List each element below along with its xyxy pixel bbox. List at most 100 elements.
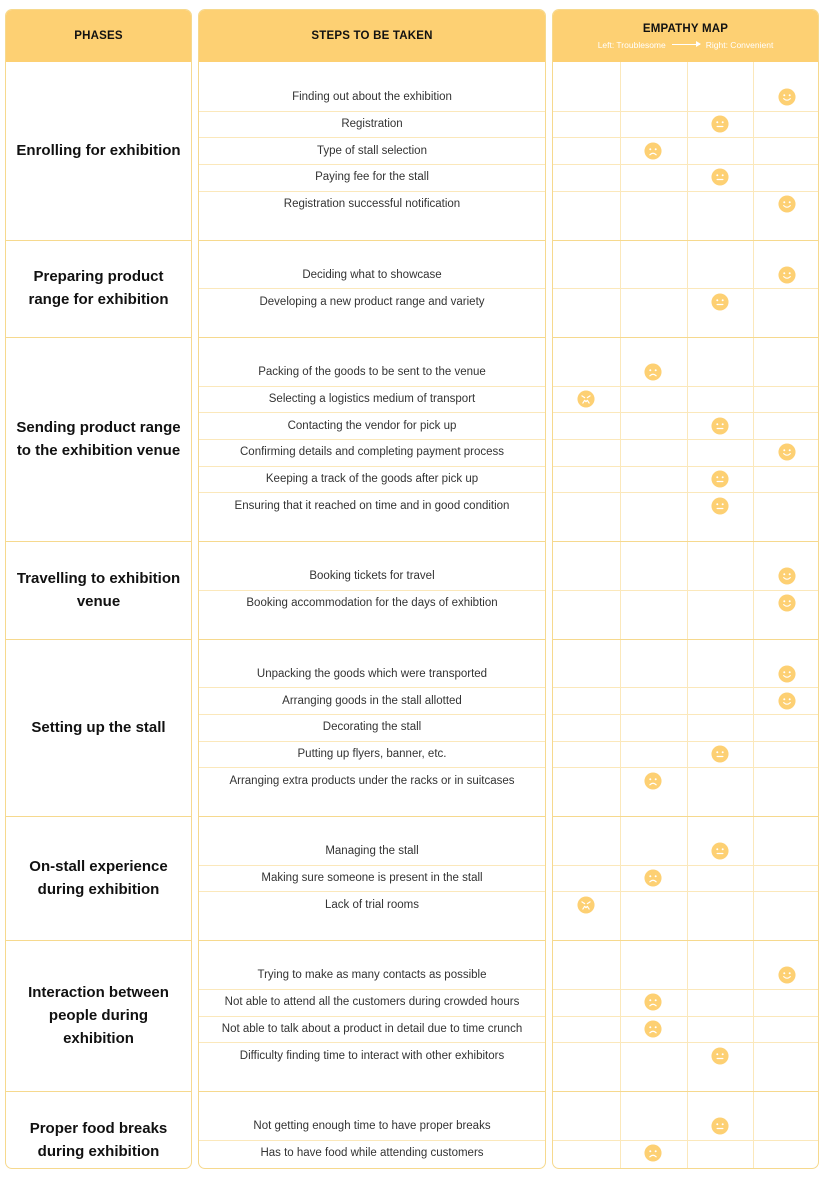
step-row-divider bbox=[199, 439, 545, 440]
empathy-row-divider bbox=[553, 1139, 818, 1141]
empathy-row-divider bbox=[553, 412, 818, 414]
step-row-divider bbox=[199, 190, 545, 192]
phase-divider bbox=[553, 336, 818, 338]
empathy-row-divider bbox=[553, 110, 818, 112]
step-row-divider bbox=[199, 891, 545, 893]
sad-face-icon bbox=[644, 142, 662, 160]
step-text: Selecting a logistics medium of transpor… bbox=[268, 392, 476, 405]
step-text: Packing of the goods to be sent to the v… bbox=[258, 366, 486, 379]
happy-face-icon bbox=[778, 443, 796, 461]
step-text: Keeping a track of the goods after pick … bbox=[265, 473, 479, 486]
phase-divider bbox=[6, 1090, 191, 1092]
happy-face-icon bbox=[778, 88, 796, 106]
step-row-divider bbox=[199, 1042, 545, 1044]
neutral-face-icon bbox=[711, 470, 729, 488]
phase-divider bbox=[553, 940, 818, 942]
empathy-row-divider bbox=[553, 1015, 818, 1017]
step-text: Trying to make as many contacts as possi… bbox=[257, 969, 487, 982]
angry-face-icon bbox=[577, 896, 595, 914]
phase-divider bbox=[6, 541, 191, 543]
phase-divider bbox=[199, 638, 545, 640]
step-text: Developing a new product range and varie… bbox=[259, 295, 485, 308]
empathy-column-divider bbox=[686, 62, 688, 1168]
step-text: Has to have food while attending custome… bbox=[260, 1146, 484, 1159]
step-row-divider bbox=[199, 864, 545, 866]
phase-divider bbox=[553, 1090, 818, 1092]
neutral-face-icon bbox=[711, 842, 729, 860]
step-text: Contacting the vendor for pick up bbox=[287, 419, 457, 432]
happy-face-icon bbox=[778, 691, 796, 710]
phase-divider bbox=[199, 1090, 545, 1092]
step-row-divider bbox=[199, 492, 545, 494]
neutral-face-icon bbox=[711, 745, 729, 763]
phase-name: Preparing product range for exhibition bbox=[28, 268, 169, 309]
step-row-divider bbox=[199, 110, 545, 112]
step-text: Booking accommodation for the days of ex… bbox=[246, 597, 498, 610]
empathy-row-divider bbox=[553, 439, 818, 440]
step-row-divider bbox=[199, 412, 545, 414]
neutral-face-icon bbox=[711, 1117, 729, 1135]
step-row-divider bbox=[199, 687, 545, 689]
phase-name: Travelling to exhibition venue bbox=[16, 569, 181, 610]
happy-face-icon bbox=[778, 966, 796, 984]
step-row-divider bbox=[199, 767, 545, 769]
empathy-row-divider bbox=[553, 864, 818, 866]
sad-face-icon bbox=[644, 1144, 662, 1162]
step-row-divider bbox=[199, 137, 545, 139]
phase-name: Proper food breaks during exhibition bbox=[29, 1119, 168, 1160]
happy-face-icon bbox=[778, 567, 796, 585]
phase-divider bbox=[6, 638, 191, 640]
empathy-row-divider bbox=[553, 713, 818, 715]
phase-name: Enrolling for exhibition bbox=[16, 142, 181, 160]
step-text: Finding out about the exhibition bbox=[292, 91, 452, 104]
phase-divider bbox=[6, 239, 191, 241]
empathy-row-divider bbox=[553, 190, 818, 192]
step-text: Not able to attend all the customers dur… bbox=[224, 996, 520, 1009]
step-text: Difficulty finding time to interact with… bbox=[239, 1049, 505, 1062]
neutral-face-icon bbox=[711, 115, 729, 133]
phase-name: Sending product range to the exhibition … bbox=[16, 418, 181, 459]
empathy-row-divider bbox=[553, 492, 818, 494]
phases-header-label: PHASES bbox=[74, 30, 123, 42]
step-text: Ensuring that it reached on time and in … bbox=[234, 499, 510, 512]
angry-face-icon bbox=[577, 390, 595, 408]
phase-divider bbox=[553, 816, 818, 817]
step-text: Putting up flyers, banner, etc. bbox=[297, 747, 447, 760]
empathy-row-divider bbox=[553, 767, 818, 769]
neutral-face-icon bbox=[711, 292, 729, 311]
empathy-column-divider bbox=[753, 62, 755, 1168]
empathy-map-header-label: EMPATHY MAP bbox=[642, 22, 729, 35]
empathy-row-divider bbox=[553, 1042, 818, 1044]
step-text: Lack of trial rooms bbox=[325, 898, 419, 911]
step-row-divider bbox=[199, 589, 545, 591]
neutral-face-icon bbox=[711, 497, 729, 515]
step-text: Making sure someone is present in the st… bbox=[261, 872, 483, 885]
step-text: Confirming details and completing paymen… bbox=[240, 446, 504, 459]
step-text: Not able to talk about a product in deta… bbox=[221, 1022, 523, 1035]
phase-divider bbox=[6, 940, 191, 942]
phase-name: Interaction between people during exhibi… bbox=[28, 983, 169, 1047]
happy-face-icon bbox=[778, 195, 796, 213]
phase-divider bbox=[6, 816, 191, 817]
happy-face-icon bbox=[778, 266, 796, 284]
empathy-row-divider bbox=[553, 687, 818, 689]
phases-column: PHASES Enrolling for exhibition Preparing… bbox=[5, 9, 192, 1169]
step-row-divider bbox=[199, 740, 545, 742]
empathy-scale-right-label: Right: Convenient bbox=[705, 39, 774, 50]
sad-face-icon bbox=[644, 1020, 662, 1038]
phase-divider bbox=[553, 541, 818, 543]
phase-divider bbox=[199, 336, 545, 338]
step-text: Registration bbox=[341, 118, 403, 131]
empathy-row-divider bbox=[553, 137, 818, 139]
phase-name: Setting up the stall bbox=[31, 718, 166, 736]
sad-face-icon bbox=[644, 993, 662, 1011]
phase-name: On-stall experience during exhibition bbox=[29, 858, 168, 899]
sad-face-icon bbox=[644, 363, 662, 381]
sad-face-icon bbox=[644, 869, 662, 887]
step-text: Booking tickets for travel bbox=[309, 570, 435, 583]
step-text: Paying fee for the stall bbox=[315, 171, 429, 184]
empathy-row-divider bbox=[553, 164, 818, 166]
steps-header: STEPS TO BE TAKEN bbox=[199, 10, 545, 62]
step-row-divider bbox=[199, 988, 545, 990]
empathy-scale-left-label: Left: Troublesome bbox=[597, 39, 666, 50]
